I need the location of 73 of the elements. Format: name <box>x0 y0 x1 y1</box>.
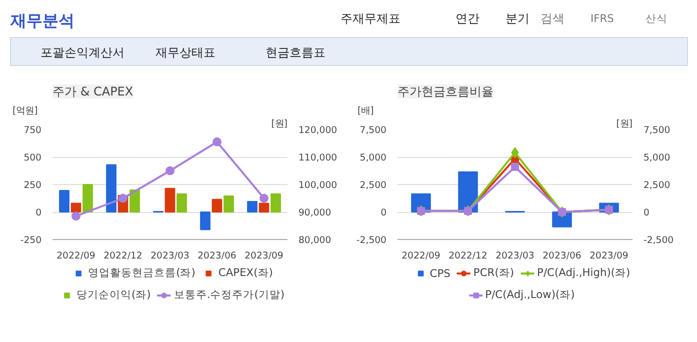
y2-axis-title: [원] <box>616 118 633 130</box>
bar <box>164 188 176 212</box>
y-tick-label: 250 <box>24 180 42 191</box>
y2-tick-label: 2,500 <box>644 180 670 191</box>
text: 검색 <box>540 12 564 26</box>
legend-label: CAPEX(좌) <box>218 266 273 280</box>
x-tick-label: 2022/09 <box>402 250 440 262</box>
text: 분기 <box>506 12 530 26</box>
legend-label: 당기순이익(좌) <box>76 288 151 302</box>
y2-tick-label: 120,000 <box>298 125 338 136</box>
legend-label: CPS <box>430 266 450 280</box>
y2-tick-label: 80,000 <box>298 235 332 246</box>
x-tick-label: 2022/12 <box>448 250 488 262</box>
bar <box>224 196 234 212</box>
y2-axis-title: [원] <box>271 118 288 130</box>
legend-label: PCR(좌) <box>473 266 514 280</box>
bar <box>200 212 210 230</box>
x-tick-label: 2023/03 <box>150 250 190 262</box>
bar <box>106 164 116 212</box>
bar <box>59 190 70 212</box>
x-tick-label: 2023/09 <box>244 250 284 262</box>
y-tick-label: 500 <box>24 152 42 164</box>
legend-label: 영업활동현금흐름(좌) <box>88 266 196 280</box>
bar <box>270 193 281 212</box>
text: 포괄손익계산서 <box>40 46 124 60</box>
y-tick-label: 0 <box>36 208 42 218</box>
y-tick-label: 5,000 <box>360 152 387 164</box>
y2-tick-label: 100,000 <box>298 180 338 191</box>
x-tick-label: 2023/03 <box>496 250 534 262</box>
legend-label: P/C(Adj.,High)(좌) <box>537 266 630 280</box>
text: 재무상태표 <box>156 46 216 60</box>
text: 현금흐름표 <box>266 46 326 60</box>
text: 재무분석 <box>10 11 74 30</box>
bar <box>130 190 140 212</box>
legend-label: P/C(Adj.,Low)(좌) <box>485 288 575 302</box>
text: 연간 <box>456 12 480 26</box>
bar <box>258 202 270 212</box>
bar <box>82 184 93 212</box>
bar <box>176 193 187 212</box>
y2-tick-label: 0 <box>644 208 650 218</box>
y2-tick-label: 90,000 <box>298 208 332 218</box>
y-axis-title: [배] <box>358 106 374 116</box>
bar <box>247 201 258 212</box>
point <box>212 137 222 146</box>
chart-title: 주가 & CAPEX <box>52 84 134 98</box>
x-tick-label: 2023/06 <box>198 250 236 262</box>
text: IFRS <box>590 12 614 25</box>
y-tick-label: 7,500 <box>360 125 387 136</box>
text: 주재무제표 <box>340 12 400 26</box>
y-axis-title: [억원] <box>12 106 38 116</box>
y-tick-label: 2,500 <box>360 180 387 191</box>
x-tick-label: 2023/06 <box>542 250 582 262</box>
y-tick-label: 750 <box>24 125 42 136</box>
bar <box>70 202 82 212</box>
bar <box>212 198 222 212</box>
point <box>166 166 174 176</box>
point <box>260 194 268 203</box>
x-tick-label: 2023/09 <box>590 250 628 262</box>
y-tick-label: -250 <box>20 235 42 246</box>
point <box>118 194 128 203</box>
y2-tick-label: 110,000 <box>298 152 338 164</box>
y2-tick-label: 5,000 <box>644 152 670 164</box>
y2-tick-label: -2,500 <box>644 235 674 246</box>
y-tick-label: -2,500 <box>356 235 387 246</box>
x-tick-label: 2022/09 <box>56 250 96 262</box>
chart-title: 주가현금흐름비율 <box>398 84 494 98</box>
y2-tick-label: 7,500 <box>644 125 670 136</box>
legend-label: 보통주.수정주가(기말) <box>174 288 285 302</box>
text: 산식 <box>646 12 668 25</box>
y-tick-label: 0 <box>380 208 387 218</box>
point <box>72 212 80 221</box>
x-tick-label: 2022/12 <box>104 250 142 262</box>
point <box>511 162 519 171</box>
